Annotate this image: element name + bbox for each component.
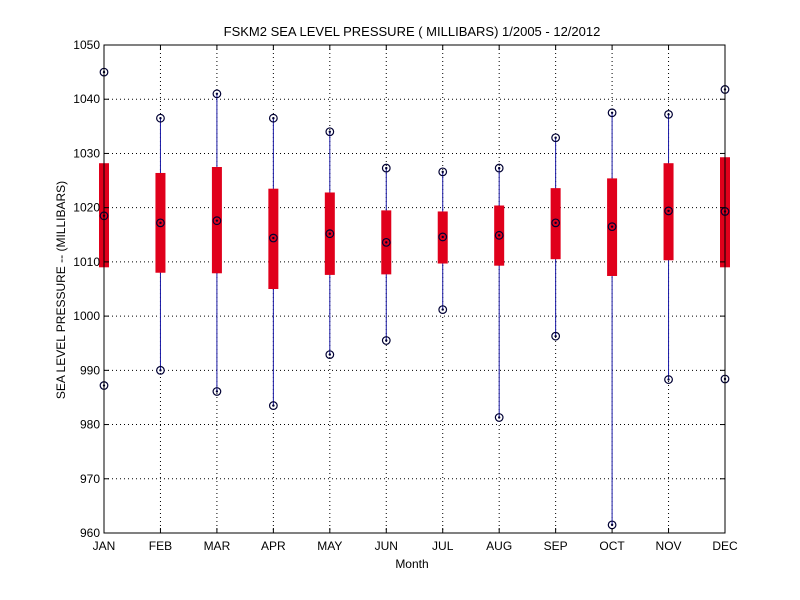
grid-layer [104,45,725,533]
max-marker-jul [438,167,448,177]
mean-marker-dot-feb [159,221,162,225]
max-marker-feb [156,113,165,123]
x-axis-label: Month [395,557,428,571]
max-marker-dot-may [328,130,332,133]
tick-layer: 960 970 980 990 1000 1010 1020 1030 1040 1050 JAN F… [73,38,738,553]
mean-marker-dot-aug [497,234,501,237]
mean-marker-dot-nov [667,209,670,213]
min-marker-apr [268,401,278,410]
max-marker-oct [607,108,617,118]
mean-marker-dot-jun [385,241,388,244]
y-tick-label: 980 [80,418,100,432]
max-marker-dot-jun [385,166,388,170]
max-marker-dot-apr [272,117,275,120]
plot-frame [103,44,726,534]
x-tick-label: OCT [599,539,625,553]
mean-marker-dot-sep [554,221,557,225]
mean-marker-mar [212,216,222,226]
max-marker-sep [551,133,561,143]
x-tick-label: JUN [375,539,398,553]
x-tick-label: MAR [204,539,231,553]
min-marker-aug [494,413,504,422]
min-marker-jun [381,336,391,345]
mean-marker-dot-may [328,232,332,235]
y-tick-label: 960 [80,526,100,540]
x-tick-label: FEB [149,539,172,553]
mean-marker-jun [381,237,391,247]
max-marker-dot-feb [159,117,162,120]
max-marker-dot-oct [610,111,614,114]
y-tick-label: 1010 [73,255,100,269]
min-marker-mar [212,387,222,396]
y-tick-label: 1050 [73,38,100,52]
x-tick-label: DEC [712,539,738,553]
data-layer [99,67,730,530]
mean-marker-aug [494,230,504,240]
max-marker-jun [381,163,391,173]
min-marker-dot-oct [610,523,614,527]
mean-marker-dot-apr [272,236,275,240]
min-marker-may [325,350,335,360]
min-marker-sep [551,331,561,341]
min-marker-dot-apr [272,404,275,407]
min-marker-dot-may [328,353,332,356]
mean-marker-dot-oct [610,225,614,228]
max-marker-dot-aug [497,166,501,170]
x-tick-label: JUL [432,539,454,553]
min-marker-feb [156,365,165,375]
max-marker-dot-jul [441,170,444,174]
mean-marker-jul [438,232,448,242]
max-marker-mar [212,89,222,99]
mean-marker-apr [268,233,278,243]
mean-marker-sep [551,218,561,228]
y-tick-label: 970 [80,472,100,486]
x-tick-label: NOV [656,539,682,553]
x-tick-label: SEP [544,539,568,553]
min-marker-jul [438,305,448,315]
x-tick-label: AUG [486,539,512,553]
y-tick-label: 990 [80,363,100,377]
chart-title: FSKM2 SEA LEVEL PRESSURE ( MILLIBARS) 1/… [224,24,601,39]
min-marker-nov [664,375,673,384]
y-tick-label: 1030 [73,146,100,160]
mean-marker-dot-mar [215,219,219,222]
y-axis-label: SEA LEVEL PRESSURE -- (MILLIBARS) [54,181,68,399]
mean-marker-feb [156,218,165,228]
x-tick-label: MAY [317,539,342,553]
min-marker-dot-feb [159,369,162,372]
mean-marker-oct [607,222,617,232]
max-marker-may [325,127,335,137]
min-marker-dot-jun [385,339,388,342]
max-marker-nov [664,110,673,119]
min-marker-dot-aug [497,416,501,419]
x-tick-label: APR [261,539,286,553]
min-marker-dot-nov [667,378,670,381]
max-marker-apr [268,113,278,123]
min-marker-dot-jul [441,308,444,311]
mean-marker-dot-jul [441,235,444,239]
mean-marker-nov [664,206,673,216]
y-tick-label: 1000 [73,309,100,323]
max-marker-dot-mar [215,92,219,96]
mean-marker-may [325,229,335,239]
min-marker-dot-sep [554,334,557,338]
x-tick-label: JAN [93,539,116,553]
min-marker-dot-mar [215,390,219,393]
max-marker-dot-sep [554,136,557,139]
y-tick-label: 1020 [73,201,100,215]
max-marker-dot-nov [667,113,670,116]
y-tick-label: 1040 [73,92,100,106]
max-marker-aug [494,163,504,173]
